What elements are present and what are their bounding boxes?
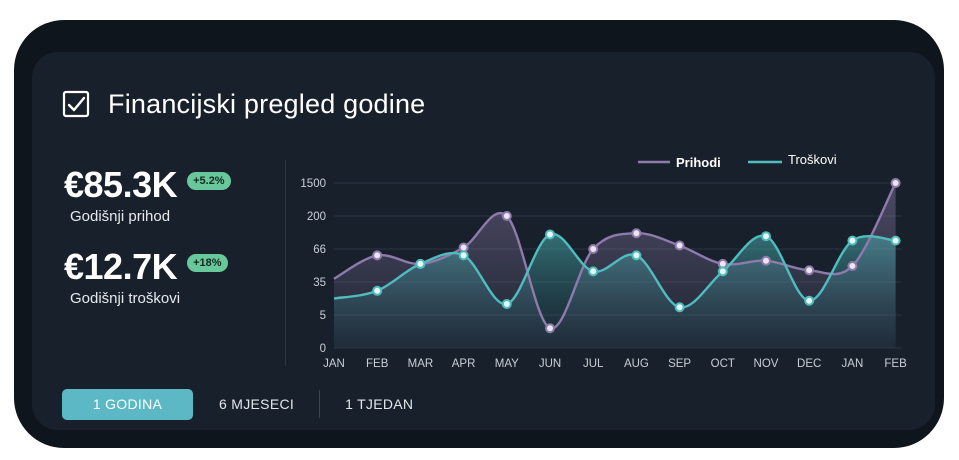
y-tick-label: 200 bbox=[307, 211, 326, 223]
x-tick-label: SEP bbox=[668, 358, 691, 370]
prihodi-point bbox=[804, 265, 815, 276]
prihodi-point bbox=[545, 323, 555, 334]
prihodi-point bbox=[674, 240, 685, 251]
page-title: Financijski pregled godine bbox=[108, 88, 426, 119]
prihodi-point bbox=[588, 244, 599, 254]
x-tick-label: AUG bbox=[624, 358, 649, 370]
x-tick-label: MAY bbox=[495, 358, 519, 370]
section-divider bbox=[285, 160, 286, 366]
legend-label-prihodi: Prihodi bbox=[676, 155, 721, 170]
troskovi-point bbox=[761, 231, 771, 242]
troskovi-point bbox=[545, 229, 555, 240]
checkbox-icon bbox=[60, 88, 92, 120]
troskovi-point bbox=[588, 266, 599, 277]
x-tick-label: JAN bbox=[323, 358, 345, 370]
prihodi-point bbox=[847, 261, 858, 272]
prihodi-point bbox=[761, 255, 771, 266]
troskovi-point bbox=[631, 250, 642, 261]
tab-1-tjedan[interactable]: 1 TJEDAN bbox=[345, 396, 414, 412]
x-tick-label: APR bbox=[452, 358, 476, 370]
legend-label-troskovi: Troškovi bbox=[788, 152, 837, 167]
prihodi-point bbox=[890, 178, 901, 188]
x-tick-label: MAR bbox=[408, 358, 434, 370]
troskovi-point bbox=[717, 266, 728, 277]
prihodi-point bbox=[501, 211, 512, 221]
troskovi-point bbox=[372, 285, 383, 296]
prihodi-point bbox=[372, 250, 383, 261]
card-header: Financijski pregled godine bbox=[60, 84, 425, 124]
income-value: €85.3K bbox=[64, 164, 178, 205]
expenses-change-badge: +18% bbox=[187, 254, 228, 272]
prihodi-point bbox=[631, 228, 642, 239]
period-tabs: 1 GODINA 6 MJESECI 1 TJEDAN bbox=[62, 388, 413, 420]
tab-separator bbox=[319, 390, 321, 418]
finance-line-chart: 0 5 35 66 200 1500 JAN FEB MAR APR MAY JUN JUL AUG SE… bbox=[300, 152, 907, 370]
troskovi-point bbox=[458, 250, 469, 261]
troskovi-area bbox=[334, 233, 896, 348]
income-stat: €85.3K +5.2% Godišnji prihod bbox=[64, 164, 231, 225]
expenses-stat: €12.7K +18% Godišnji troškovi bbox=[64, 246, 228, 307]
x-tick-label: JUL bbox=[583, 358, 604, 370]
y-tick-label: 35 bbox=[313, 277, 326, 289]
income-label: Godišnji prihod bbox=[70, 208, 171, 225]
income-change-badge: +5.2% bbox=[187, 172, 231, 190]
tab-1-godina[interactable]: 1 GODINA bbox=[62, 388, 193, 420]
y-tick-label: 0 bbox=[320, 343, 326, 355]
x-tick-label: OCT bbox=[711, 358, 735, 370]
x-tick-label: FEB bbox=[884, 358, 907, 370]
troskovi-point bbox=[501, 299, 512, 309]
troskovi-point bbox=[674, 302, 685, 313]
troskovi-point bbox=[847, 235, 858, 246]
x-tick-label: NOV bbox=[754, 358, 779, 370]
y-tick-label: 1500 bbox=[300, 178, 326, 190]
prihodi-point bbox=[458, 242, 469, 253]
y-tick-label: 66 bbox=[313, 244, 326, 256]
expenses-label: Godišnji troškovi bbox=[70, 290, 181, 307]
x-tick-label: JUN bbox=[539, 358, 561, 370]
troskovi-point bbox=[804, 295, 815, 306]
chart-legend: Prihodi Troškovi bbox=[638, 152, 837, 170]
expenses-value: €12.7K bbox=[64, 246, 178, 287]
troskovi-point bbox=[415, 258, 426, 269]
x-tick-label: DEC bbox=[797, 358, 821, 370]
tab-6-mjeseci[interactable]: 6 MJESECI bbox=[219, 396, 295, 412]
x-tick-label: JAN bbox=[842, 358, 864, 370]
troskovi-point bbox=[890, 235, 901, 246]
y-tick-label: 5 bbox=[320, 310, 326, 322]
x-tick-label: FEB bbox=[366, 358, 389, 370]
